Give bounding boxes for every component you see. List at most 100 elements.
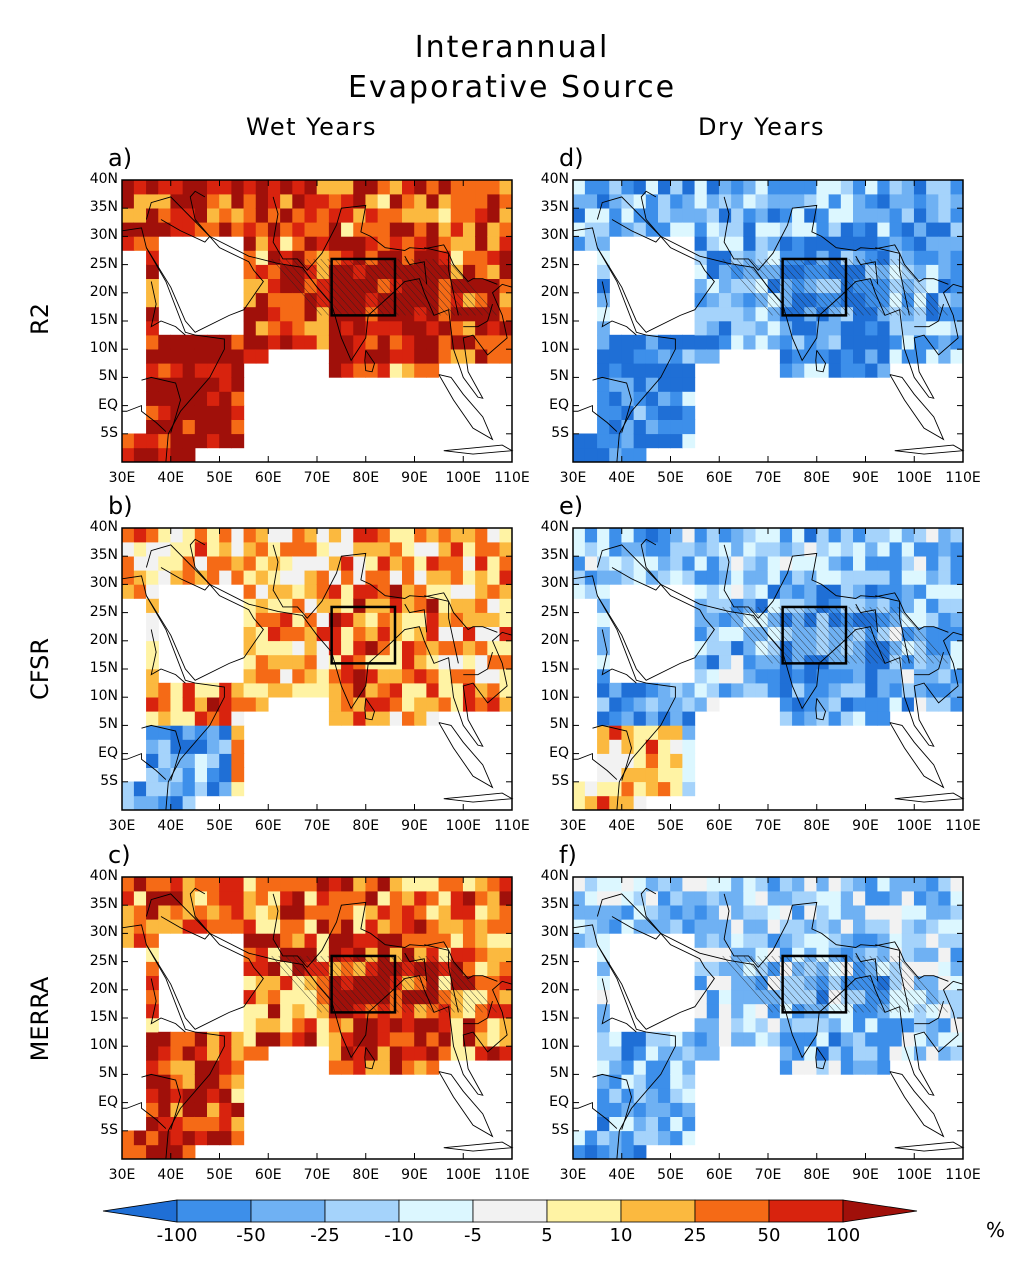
evaporative-source-map [572,179,965,463]
panel-label: c) [108,841,131,869]
lon-tick-label: 100E [445,470,482,486]
colorbar-label: 5 [541,1225,553,1246]
lon-tick-label: 70E [303,818,331,834]
column-title-dry: Dry Years [698,113,825,141]
colorbar-segment [546,1199,622,1223]
lon-tick-label: 70E [303,470,331,486]
lon-tick-label: 40E [157,1167,185,1183]
lat-tick-label: 5N [98,716,118,733]
colorbar-segment [472,1199,548,1223]
lat-tick-label: 40N [89,171,118,187]
panel-label: b) [108,492,133,520]
lat-tick-label: 10N [540,1037,569,1054]
lat-tick-label: 20N [89,980,118,997]
anomaly-field [122,528,512,810]
lat-tick-label: 15N [540,1009,569,1025]
lat-tick-label: 20N [540,283,569,300]
evaporative-source-map [121,179,514,463]
lon-tick-label: 40E [157,470,185,486]
lon-tick-label: 90E [852,818,879,834]
lon-tick-label: 30E [559,1167,587,1183]
lon-tick-label: 110E [494,470,530,486]
lon-tick-label: 60E [254,1167,282,1183]
lon-tick-label: 40E [608,818,636,834]
lat-tick-label: 15N [89,660,118,676]
lon-tick-label: 70E [754,470,782,486]
lat-tick-label: 20N [540,980,569,997]
lat-tick-label: 25N [540,603,569,620]
lat-tick-label: EQ [549,744,569,761]
colorbar-segment [250,1199,326,1223]
panel-label: f) [559,841,577,869]
evaporative-source-map [572,876,965,1160]
lat-tick-label: 5S [551,424,569,441]
lon-tick-label: 110E [494,818,530,834]
region-box [781,257,848,317]
coastlines [121,887,514,1160]
lat-tick-label: EQ [549,1093,569,1110]
evaporative-source-map [572,527,965,811]
significance-hatching [271,955,497,1013]
significance-hatching [722,258,948,316]
lon-tick-label: 80E [803,470,831,486]
coastlines [121,538,514,811]
lat-tick-label: 5S [100,424,118,441]
colorbar-label: 50 [757,1225,781,1246]
lon-tick-label: 40E [157,818,185,834]
column-title-wet: Wet Years [246,113,377,141]
lon-tick-label: 100E [445,818,482,834]
lon-tick-label: 80E [352,470,380,486]
lon-tick-label: 40E [608,470,636,486]
lon-tick-label: 60E [705,818,733,834]
figure-title-line2: Evaporative Source [347,70,677,105]
colorbar-segment [398,1199,474,1223]
colorbar-segment [620,1199,696,1223]
lat-tick-label: 5N [549,716,569,733]
colorbar-label: -10 [384,1225,414,1246]
coastlines [572,190,965,463]
lat-tick-label: 10N [89,1037,118,1054]
lon-tick-label: 80E [352,818,380,834]
lon-tick-label: 80E [803,1167,831,1183]
coastlines [572,887,965,1160]
lon-tick-label: 60E [705,1167,733,1183]
lat-tick-label: 30N [540,924,569,941]
region-box [781,605,848,665]
lon-tick-label: 90E [401,1167,428,1183]
lon-tick-label: 50E [657,818,684,834]
figure-title-line1: Interannual [414,30,610,65]
lon-tick-label: 110E [945,818,981,834]
coastlines [121,190,514,463]
colorbar-segment [768,1199,844,1223]
region-box [330,954,397,1014]
lon-tick-label: 110E [945,1167,981,1183]
lat-tick-label: 20N [540,631,569,648]
colorbar-unit: % [986,1218,1006,1242]
lat-tick-label: 10N [540,688,569,705]
colorbar-label: -50 [236,1225,266,1246]
evaporative-source-map [121,527,514,811]
lat-tick-label: 30N [89,575,118,592]
colorbar-arrow-left [102,1199,178,1223]
anomaly-field [573,877,963,1159]
map-panel-b [121,527,514,811]
map-panel-c [121,876,514,1160]
lon-tick-label: 70E [303,1167,331,1183]
lat-tick-label: 25N [89,255,118,272]
lat-tick-label: 35N [89,896,118,913]
lon-tick-label: 110E [945,470,981,486]
lat-tick-label: 25N [540,952,569,969]
lon-tick-label: 100E [445,1167,482,1183]
lat-tick-label: 30N [540,575,569,592]
lon-tick-label: 80E [803,818,831,834]
lat-tick-label: 5S [551,772,569,789]
lat-tick-label: 35N [89,547,118,564]
colorbar-label: -25 [310,1225,340,1246]
lon-tick-label: 50E [206,470,233,486]
colorbar-label: 25 [683,1225,707,1246]
colorbar-segment [694,1199,770,1223]
lon-tick-label: 90E [401,470,428,486]
colorbar-segment [176,1199,252,1223]
lon-tick-label: 50E [206,818,233,834]
lon-tick-label: 80E [352,1167,380,1183]
